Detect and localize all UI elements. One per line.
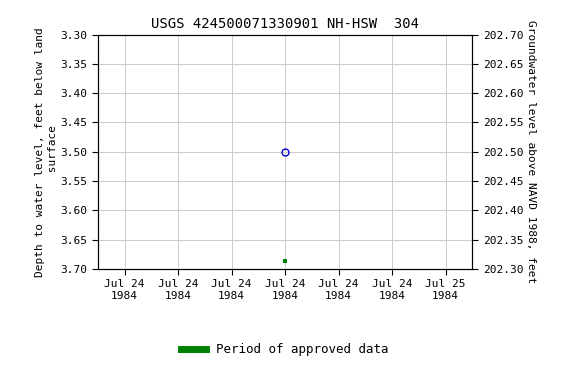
Y-axis label: Depth to water level, feet below land
 surface: Depth to water level, feet below land su…	[35, 27, 58, 276]
Y-axis label: Groundwater level above NAVD 1988, feet: Groundwater level above NAVD 1988, feet	[526, 20, 536, 283]
Legend: Period of approved data: Period of approved data	[176, 338, 394, 361]
Title: USGS 424500071330901 NH-HSW  304: USGS 424500071330901 NH-HSW 304	[151, 17, 419, 31]
